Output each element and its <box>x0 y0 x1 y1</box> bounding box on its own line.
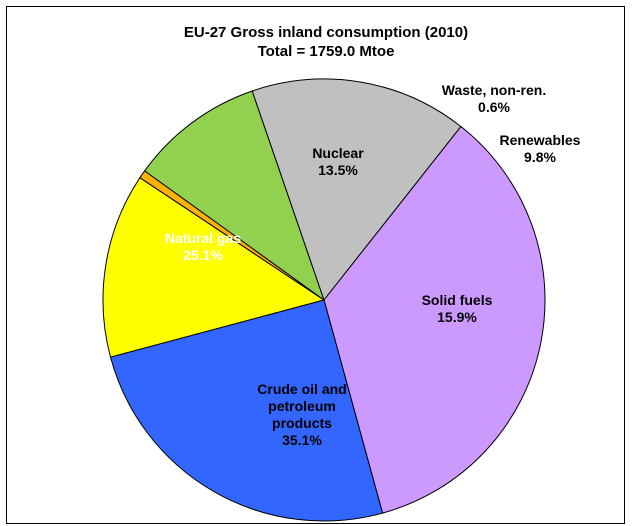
pie-slice-crude-oil-and-petroleum-products <box>323 125 546 514</box>
chart-title: EU-27 Gross inland consumption (2010) <box>184 24 468 41</box>
slice-label-waste-non-ren: Waste, non-ren. 0.6% <box>442 82 547 115</box>
slice-label-solid-fuels: Solid fuels 15.9% <box>422 292 493 325</box>
pie-slice-nuclear <box>102 177 326 358</box>
slice-label-crude-oil-and-petroleum-products: Crude oil and petroleum products 35.1% <box>257 381 346 448</box>
slice-label-renewables: Renewables 9.8% <box>500 132 581 165</box>
slice-label-nuclear: Nuclear 13.5% <box>312 145 364 178</box>
pie-slice-renewables <box>143 90 325 302</box>
chart-subtitle: Total = 1759.0 Mtoe <box>258 43 395 60</box>
slice-label-natural-gas: Natural gas 25.1% <box>165 230 241 263</box>
pie-slice-natural-gas <box>109 299 384 522</box>
pie-slice-solid-fuels <box>251 78 462 302</box>
